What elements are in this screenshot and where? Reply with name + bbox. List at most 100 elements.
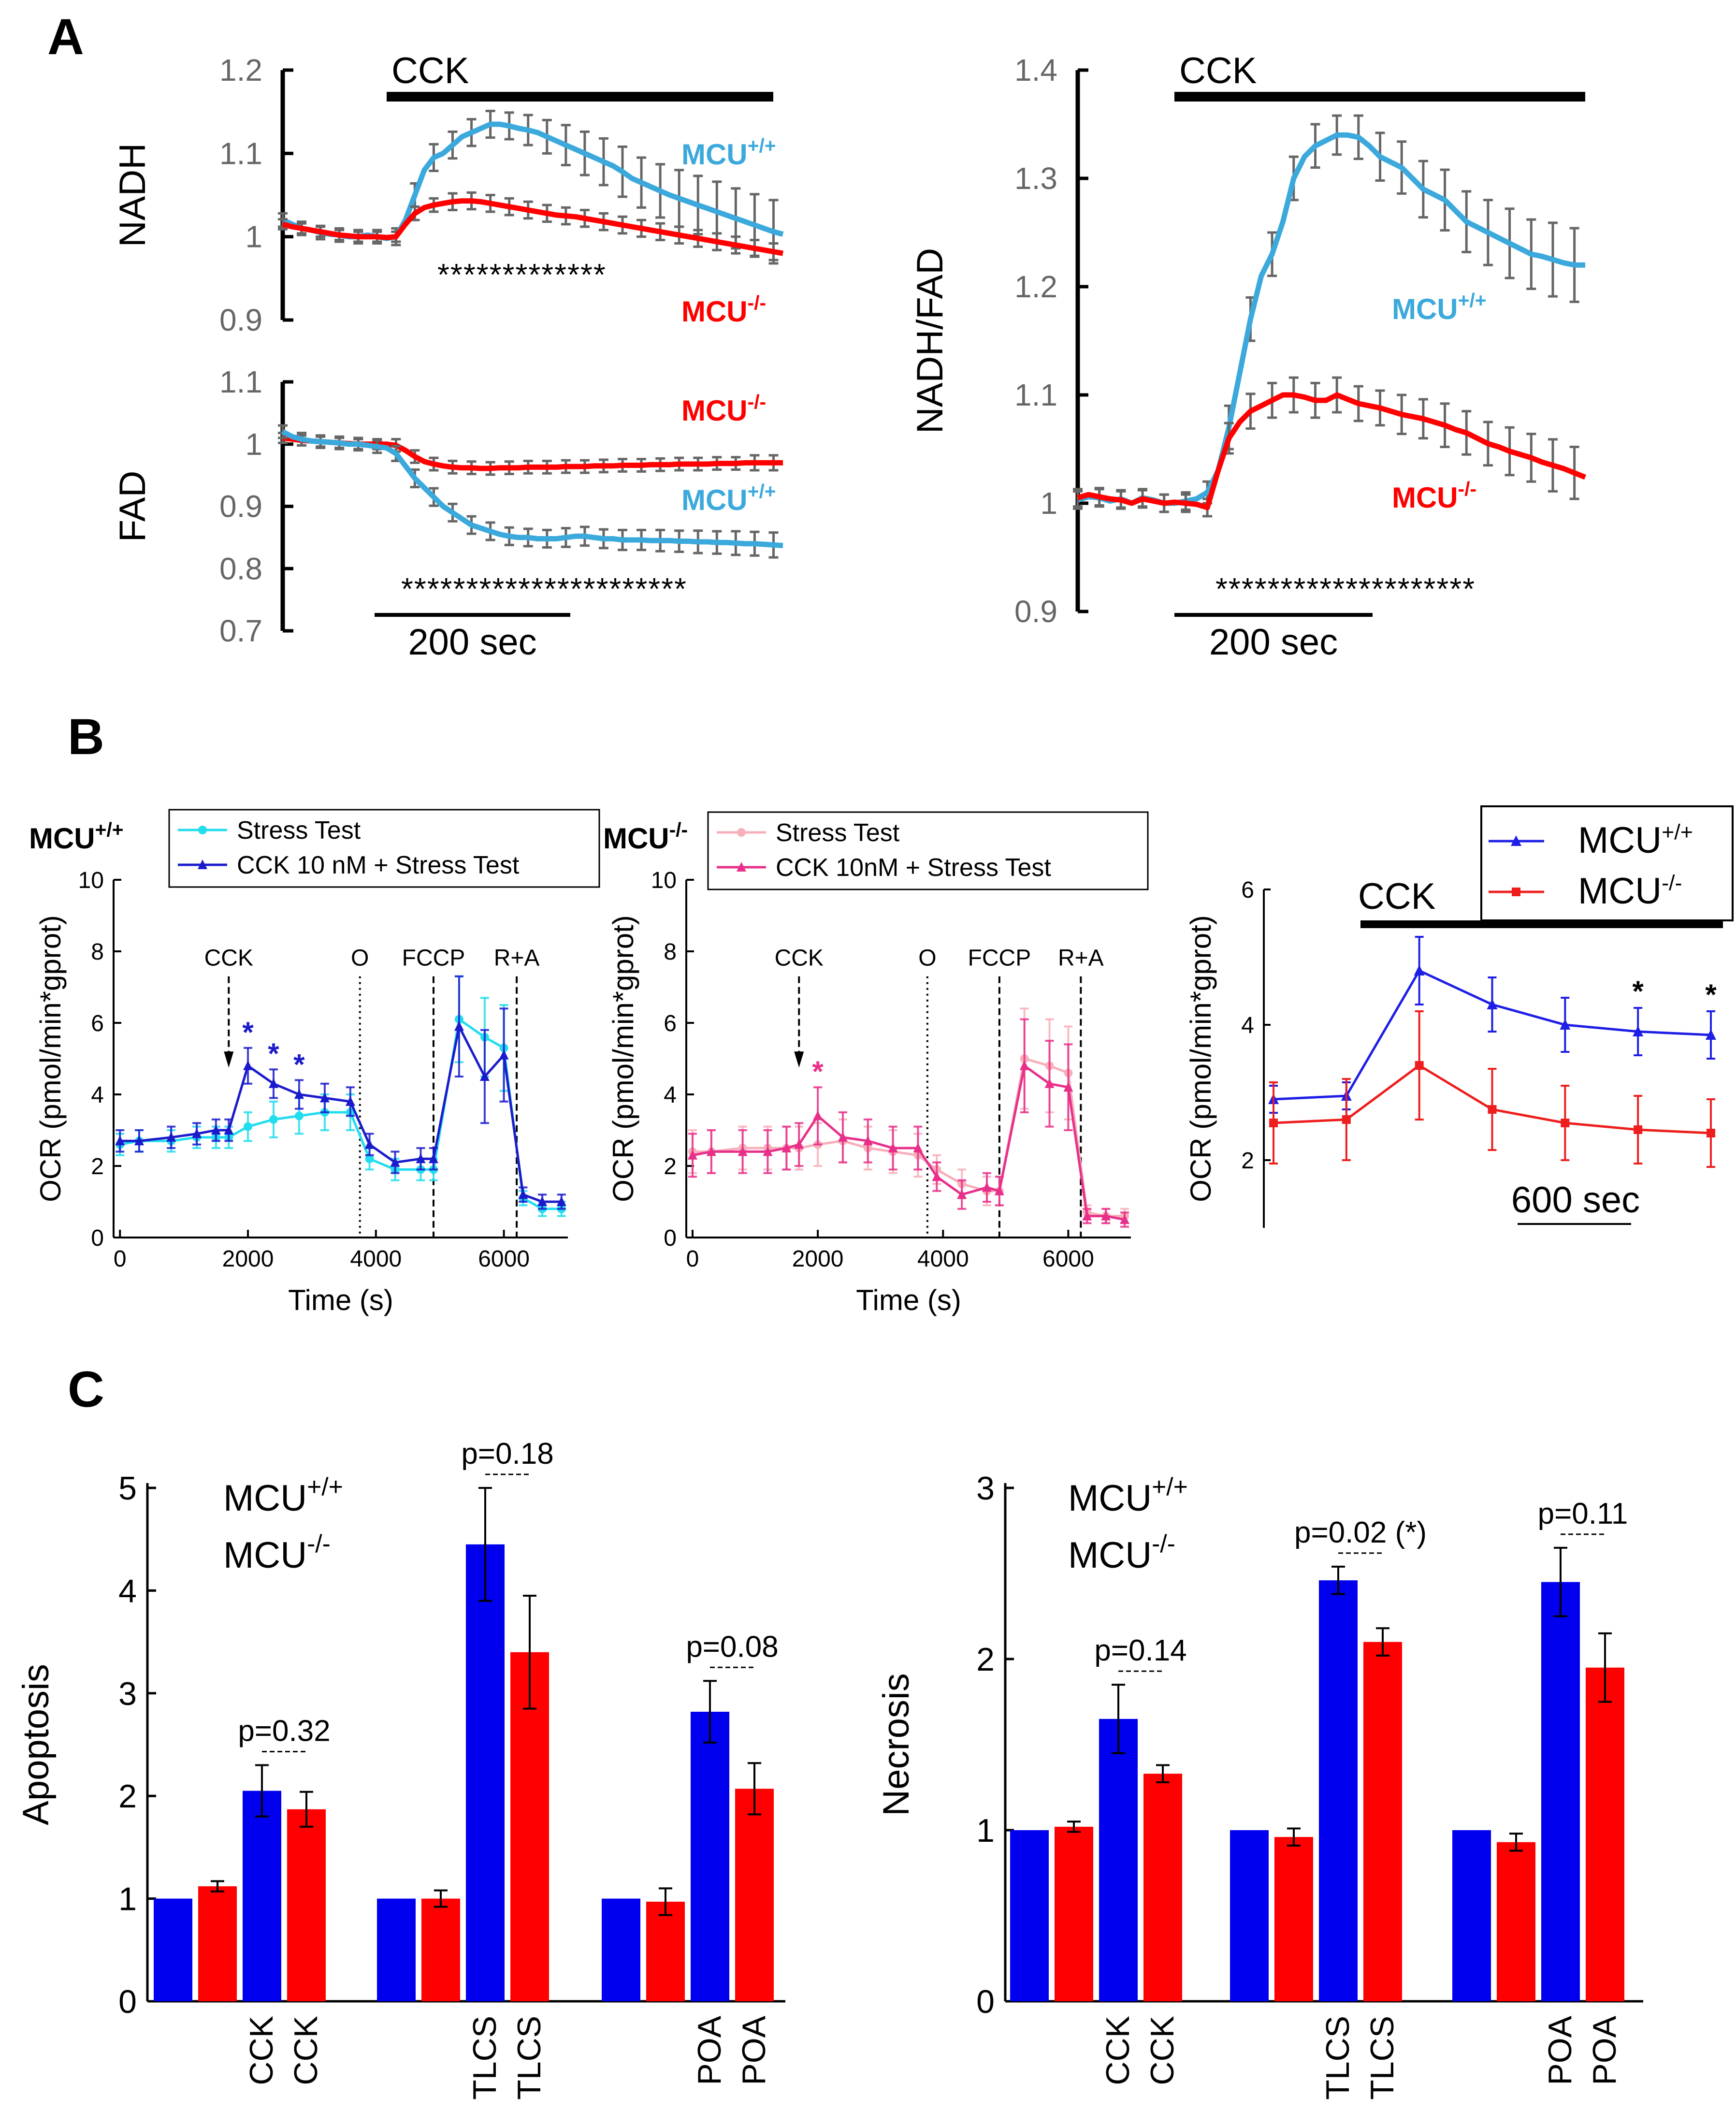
event-label: O — [918, 946, 936, 971]
event-label: FCCP — [968, 946, 1031, 971]
bar — [735, 1789, 774, 2001]
data-point — [192, 1128, 202, 1138]
series-label-1: MCU-/- — [681, 391, 766, 427]
significance-star: * — [242, 1016, 254, 1048]
pvalue-label: p=0.18 — [461, 1437, 553, 1471]
bar — [646, 1901, 685, 2001]
x-tick-label: 0 — [114, 1246, 127, 1272]
category-label: CCK — [288, 2016, 324, 2085]
data-point — [244, 1122, 253, 1131]
legend-marker — [737, 828, 746, 837]
data-point — [957, 1189, 967, 1199]
y-tick-label: 4 — [91, 1082, 104, 1108]
y-tick-label: 2 — [118, 1778, 137, 1815]
chart-title: MCU+/+ — [29, 818, 124, 855]
category-label: POA — [691, 2015, 728, 2085]
bar — [1541, 1582, 1580, 2001]
x-tick-label: 6000 — [1042, 1246, 1094, 1272]
arrow-head-icon — [794, 1051, 804, 1068]
y-tick-label: 8 — [664, 939, 677, 965]
data-point — [345, 1096, 355, 1106]
data-point — [518, 1189, 528, 1199]
bar — [198, 1886, 237, 2001]
significance-star: * — [812, 1055, 824, 1088]
stimulus-label: CCK — [391, 50, 469, 91]
legend-box — [168, 809, 600, 888]
series-line-2 — [281, 429, 783, 549]
y-axis-label: Apoptosis — [15, 1664, 57, 1825]
x-tick-label: 4000 — [350, 1246, 402, 1272]
y-tick-label: 4 — [664, 1082, 677, 1108]
bar — [691, 1712, 729, 2001]
pvalue-label: p=0.08 — [686, 1630, 778, 1663]
y-tick-label: 1 — [245, 427, 262, 462]
y-tick-label: 1.2 — [1014, 269, 1057, 304]
chart-title: MCU-/- — [603, 818, 688, 855]
series-label-1: MCU+/+ — [1392, 289, 1487, 325]
bar — [1010, 1830, 1049, 2001]
data-point — [1488, 1105, 1497, 1114]
data-point — [166, 1132, 176, 1142]
y-tick-label: 5 — [118, 1470, 137, 1507]
data-point — [294, 1089, 304, 1099]
category-label: CCK — [1099, 2016, 1136, 2085]
bar — [1586, 1667, 1624, 2001]
category-label: CCK — [243, 2016, 280, 2085]
stimulus-label: CCK — [1358, 876, 1435, 917]
category-label: TLCS — [1364, 2016, 1401, 2100]
series-line-1 — [119, 1017, 562, 1210]
significance-star: * — [1632, 975, 1644, 1007]
category-label: TLCS — [511, 2016, 548, 2100]
data-point — [763, 1146, 773, 1156]
significance-star: * — [925, 0, 937, 6]
bar — [1143, 1774, 1182, 2001]
bar — [1452, 1830, 1491, 2001]
event-label: CCK — [775, 946, 824, 971]
bar — [1274, 1837, 1313, 2001]
data-point — [390, 1157, 400, 1167]
y-tick-label: 2 — [664, 1154, 677, 1179]
data-point — [1706, 1029, 1716, 1040]
data-point — [982, 1182, 992, 1192]
y-axis-label: NADH — [112, 143, 153, 247]
legend-box — [1480, 805, 1734, 921]
data-point — [1342, 1115, 1351, 1124]
panel-label-c: C — [68, 1361, 104, 1418]
event-label: R+A — [1058, 946, 1104, 971]
y-tick-label: 10 — [651, 868, 677, 893]
event-label: O — [351, 946, 369, 971]
legend-ko: MCU-/- — [1068, 1529, 1175, 1576]
series-line-2 — [692, 1063, 1125, 1221]
y-tick-label: 1 — [245, 219, 262, 254]
ocr-wt-chart: MCU+/+ 0 2 4 6 8 10 0 2000 4000 6000 Time (s) OCR (p… — [29, 809, 600, 1316]
bar — [510, 1652, 549, 2001]
data-point — [1044, 1078, 1055, 1088]
data-point — [1019, 1060, 1029, 1070]
y-tick-label: 0 — [976, 1983, 995, 2020]
legend-marker — [737, 862, 746, 872]
legend-label-1: Stress Test — [237, 816, 361, 845]
bar — [1099, 1718, 1138, 2001]
data-point — [838, 1132, 848, 1142]
data-point — [224, 1125, 234, 1135]
legend-marker — [1512, 888, 1520, 896]
significance-star: * — [1705, 978, 1717, 1011]
series-line-2 — [120, 1022, 562, 1203]
event-label: FCCP — [402, 946, 465, 971]
ocr-ko-chart: MCU-/- 0 2 4 6 8 10 0 2000 4000 6000 Time (s) OCR (p… — [603, 0, 1149, 1316]
series-line-1 — [693, 1057, 1125, 1218]
pvalue-label: p=0.32 — [238, 1714, 330, 1747]
nadh-chart: 0.9 1 1.1 1.2 NADH MCU+/+ MCU-/- CCK ***********… — [112, 50, 784, 337]
y-tick-label: 0.8 — [219, 551, 262, 586]
scale-bar-label: 600 sec — [1511, 1179, 1640, 1221]
legend-box — [707, 811, 1149, 890]
pvalue-label: p=0.11 — [1538, 1497, 1628, 1530]
data-point — [687, 1150, 697, 1160]
y-axis-label: OCR (pmol/min*gprot) — [34, 915, 67, 1202]
category-label: POA — [736, 2015, 772, 2085]
pvalue-label: p=0.14 — [1094, 1634, 1186, 1667]
legend-label-2: CCK 10nM + Stress Test — [776, 854, 1051, 882]
bar — [1497, 1842, 1535, 2001]
series-line-2 — [282, 198, 783, 256]
